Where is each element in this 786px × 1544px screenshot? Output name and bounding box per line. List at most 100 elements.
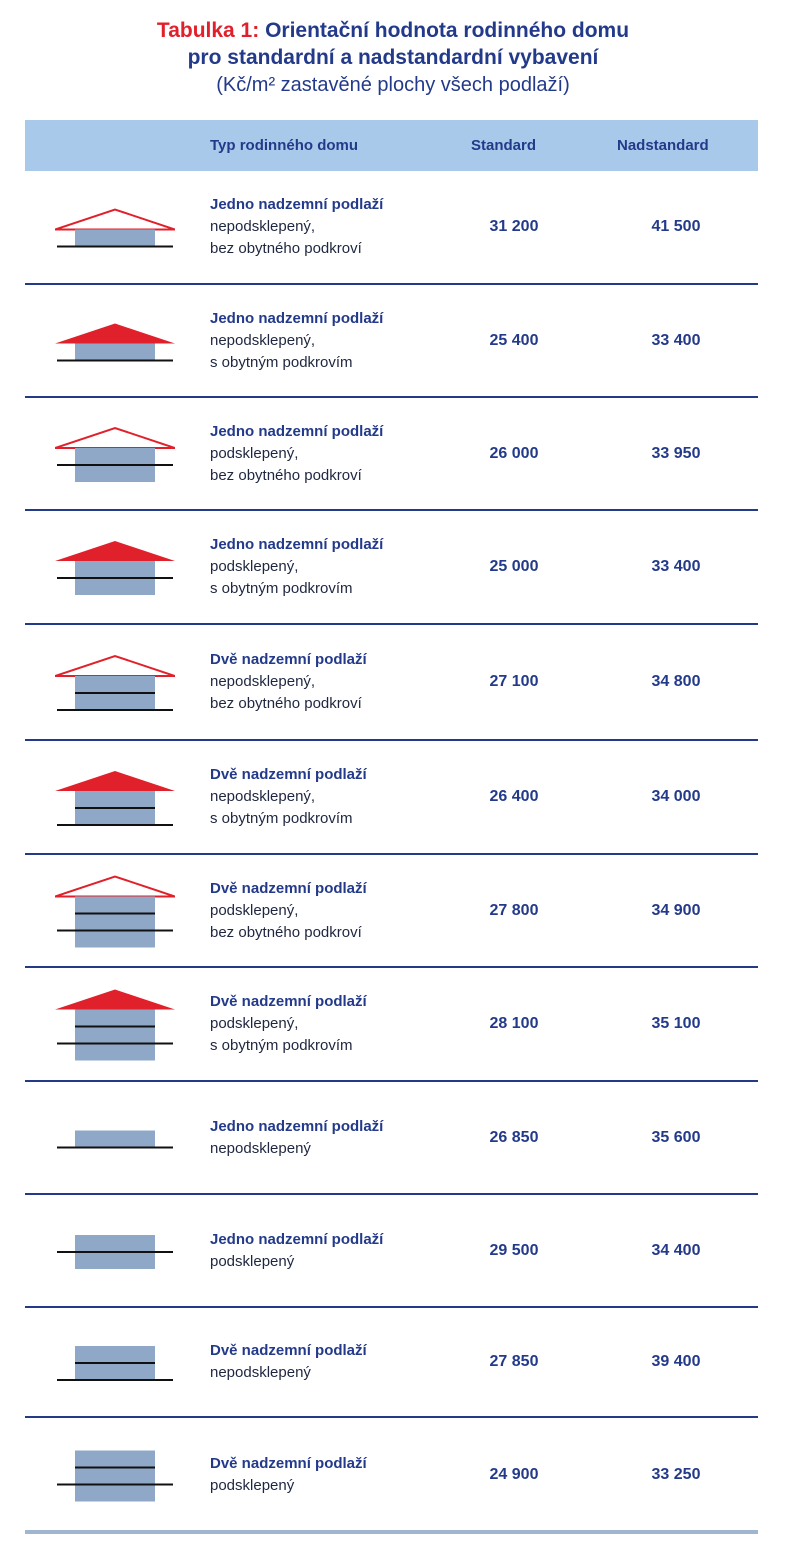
row-title: Dvě nadzemní podlaží (210, 1342, 367, 1359)
row-subtitle-2: bez obytného podkroví (210, 467, 362, 484)
row-nadstandard-value: 33 250 (651, 1466, 701, 1483)
row-standard-value: 26 850 (489, 1129, 539, 1146)
row-separator (25, 509, 758, 511)
house-2floors-basement-roof-outline-icon (54, 862, 176, 962)
row-nadstandard-value: 41 500 (651, 218, 701, 235)
row-subtitle-1: podsklepený (210, 1253, 295, 1270)
house-1floor-no-basement-roof-outline-icon (54, 178, 176, 278)
table-row: Dvě nadzemní podlaží nepodsklepený, s obyt… (25, 741, 758, 855)
row-subtitle-1: nepodsklepený, (210, 332, 316, 349)
table-row: Jedno nadzemní podlaží podsklepený 29 500 3… (25, 1195, 758, 1308)
table-subtitle: (Kč/m² zastavěné plochy všech podlaží) (216, 74, 570, 96)
row-description: Dvě nadzemní podlaží podsklepený, bez obyt… (210, 878, 470, 944)
table-row: Dvě nadzemní podlaží podsklepený 24 900 33 … (25, 1418, 758, 1534)
house-1floor-no-basement-flat-icon (55, 1089, 175, 1189)
row-description: Jedno nadzemní podlaží podsklepený, s obyt… (210, 534, 470, 600)
row-title: Jedno nadzemní podlaží (210, 536, 384, 553)
row-separator (25, 283, 758, 285)
row-separator (25, 1193, 758, 1195)
row-separator (25, 1080, 758, 1082)
table-title-line2: pro standardní a nadstandardní vybavení (187, 46, 599, 69)
table-row: Dvě nadzemní podlaží nepodsklepený 27 850 3… (25, 1308, 758, 1418)
row-subtitle-1: podsklepený, (210, 902, 299, 919)
row-subtitle-2: s obytným podkrovím (210, 810, 353, 827)
row-subtitle-2: s obytným podkrovím (210, 354, 353, 371)
row-separator (25, 1306, 758, 1308)
table-row: Jedno nadzemní podlaží nepodsklepený 26 85… (25, 1082, 758, 1195)
row-nadstandard-value: 34 400 (651, 1242, 701, 1259)
row-separator (25, 739, 758, 741)
table-row: Jedno nadzemní podlaží nepodsklepený, s ob… (25, 285, 758, 398)
table-row: Jedno nadzemní podlaží podsklepený, bez ob… (25, 398, 758, 511)
row-nadstandard-value: 34 800 (651, 673, 701, 690)
row-standard-value: 24 900 (489, 1466, 539, 1483)
row-title: Jedno nadzemní podlaží (210, 1118, 384, 1135)
table-header: Typ rodinného domu Standard Nadstandard (25, 120, 758, 171)
house-1floor-basement-roof-filled-icon (55, 518, 175, 618)
house-1floor-no-basement-roof-filled-icon (55, 292, 175, 392)
row-nadstandard-value: 33 950 (651, 445, 701, 462)
row-standard-value: 26 000 (489, 445, 539, 462)
house-1floor-basement-roof-outline-icon (54, 405, 176, 505)
row-title: Jedno nadzemní podlaží (210, 310, 384, 327)
row-standard-value: 29 500 (489, 1242, 539, 1259)
row-standard-value: 26 400 (489, 788, 539, 805)
row-description: Jedno nadzemní podlaží podsklepený (210, 1229, 470, 1273)
house-2floors-no-basement-roof-outline-icon (54, 633, 176, 733)
row-title: Dvě nadzemní podlaží (210, 766, 367, 783)
row-subtitle-1: podsklepený, (210, 1015, 299, 1032)
row-subtitle-2: bez obytného podkroví (210, 240, 362, 257)
row-title: Jedno nadzemní podlaží (210, 423, 384, 440)
row-subtitle-1: podsklepený, (210, 558, 299, 575)
row-title: Jedno nadzemní podlaží (210, 196, 384, 213)
row-description: Jedno nadzemní podlaží podsklepený, bez ob… (210, 421, 470, 487)
row-description: Jedno nadzemní podlaží nepodsklepený (210, 1116, 470, 1160)
header-standard: Standard (471, 137, 537, 154)
row-separator (25, 623, 758, 625)
house-1floor-basement-flat-icon (55, 1202, 175, 1302)
row-subtitle-2: bez obytného podkroví (210, 924, 362, 941)
row-nadstandard-value: 33 400 (651, 558, 701, 575)
row-subtitle-1: nepodsklepený, (210, 218, 316, 235)
row-separator (25, 966, 758, 968)
house-2floors-no-basement-flat-icon (55, 1313, 175, 1413)
row-separator (25, 396, 758, 398)
row-subtitle-2: s obytným podkrovím (210, 580, 353, 597)
row-description: Dvě nadzemní podlaží nepodsklepený, bez ob… (210, 649, 470, 715)
table-row: Dvě nadzemní podlaží podsklepený, s obytný… (25, 968, 758, 1082)
row-nadstandard-value: 34 000 (651, 788, 701, 805)
row-title: Jedno nadzemní podlaží (210, 1231, 384, 1248)
row-standard-value: 25 400 (489, 332, 539, 349)
row-subtitle-2: s obytným podkrovím (210, 1037, 353, 1054)
house-2floors-no-basement-roof-filled-icon (55, 748, 175, 848)
row-nadstandard-value: 35 100 (651, 1015, 701, 1032)
header-nadstandard: Nadstandard (617, 137, 709, 154)
table-row: Dvě nadzemní podlaží podsklepený, bez obyt… (25, 855, 758, 968)
table-row: Jedno nadzemní podlaží podsklepený, s obyt… (25, 511, 758, 625)
row-description: Jedno nadzemní podlaží nepodsklepený, s ob… (210, 308, 470, 374)
house-2floors-basement-roof-filled-icon (55, 975, 175, 1075)
row-title: Dvě nadzemní podlaží (210, 651, 367, 668)
row-nadstandard-value: 34 900 (651, 902, 701, 919)
row-separator (25, 1416, 758, 1418)
table-row: Dvě nadzemní podlaží nepodsklepený, bez ob… (25, 625, 758, 741)
row-description: Dvě nadzemní podlaží nepodsklepený (210, 1340, 470, 1384)
row-description: Dvě nadzemní podlaží podsklepený (210, 1453, 470, 1497)
row-description: Dvě nadzemní podlaží podsklepený, s obytný… (210, 991, 470, 1057)
row-title: Dvě nadzemní podlaží (210, 993, 367, 1010)
row-subtitle-1: podsklepený (210, 1477, 295, 1494)
row-nadstandard-value: 39 400 (651, 1353, 701, 1370)
row-nadstandard-value: 33 400 (651, 332, 701, 349)
row-subtitle-1: podsklepený, (210, 445, 299, 462)
row-subtitle-1: nepodsklepený (210, 1364, 311, 1381)
row-description: Jedno nadzemní podlaží nepodsklepený, bez … (210, 194, 470, 260)
row-separator (25, 1530, 758, 1534)
row-standard-value: 27 850 (489, 1353, 539, 1370)
row-description: Dvě nadzemní podlaží nepodsklepený, s obyt… (210, 764, 470, 830)
house-2floors-basement-flat-icon (55, 1426, 175, 1526)
row-standard-value: 31 200 (489, 218, 539, 235)
table-title-prefix: Tabulka 1: (156, 19, 260, 42)
row-standard-value: 27 800 (489, 902, 539, 919)
row-subtitle-1: nepodsklepený, (210, 788, 316, 805)
row-subtitle-1: nepodsklepený, (210, 673, 316, 690)
